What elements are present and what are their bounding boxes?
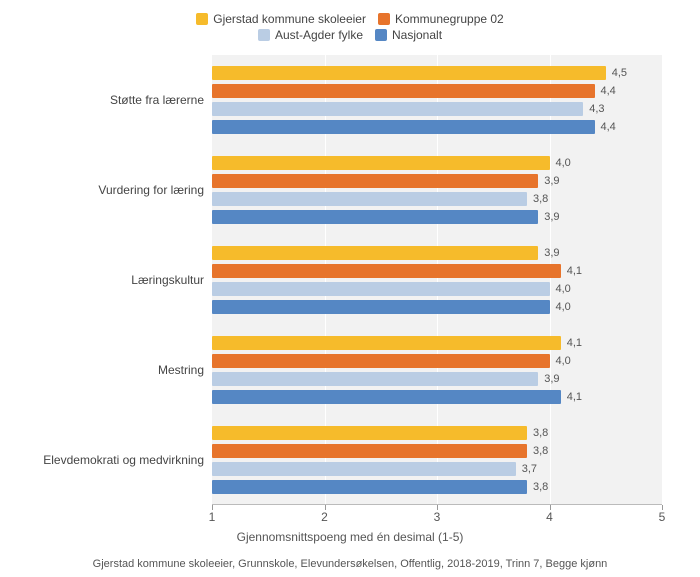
bar xyxy=(212,264,561,278)
legend: Gjerstad kommune skoleeier Kommunegruppe … xyxy=(0,12,700,44)
bar-value-label: 4,4 xyxy=(601,120,616,134)
category-label: Elevdemokrati og medvirkning xyxy=(43,453,204,467)
bar-value-label: 3,8 xyxy=(533,444,548,458)
bar-value-label: 3,8 xyxy=(533,480,548,494)
bar xyxy=(212,372,538,386)
bar-value-label: 4,0 xyxy=(556,282,571,296)
legend-label: Aust-Agder fylke xyxy=(275,28,363,42)
bar-value-label: 4,0 xyxy=(556,156,571,170)
x-tick-mark xyxy=(662,505,663,510)
x-tick-label: 2 xyxy=(321,510,328,524)
bar-value-label: 4,1 xyxy=(567,390,582,404)
x-tick-mark xyxy=(437,505,438,510)
legend-swatch xyxy=(375,29,387,41)
legend-swatch xyxy=(378,13,390,25)
category-label: Vurdering for læring xyxy=(98,183,204,197)
bar xyxy=(212,480,527,494)
chart-caption: Gjerstad kommune skoleeier, Grunnskole, … xyxy=(0,558,700,570)
x-tick-mark xyxy=(212,505,213,510)
legend-item: Nasjonalt xyxy=(375,28,442,42)
x-tick-label: 4 xyxy=(546,510,553,524)
bar xyxy=(212,462,516,476)
bar-value-label: 4,0 xyxy=(556,354,571,368)
x-tick-label: 3 xyxy=(434,510,441,524)
bar xyxy=(212,354,550,368)
bar xyxy=(212,336,561,350)
legend-item: Kommunegruppe 02 xyxy=(378,12,504,26)
legend-item: Gjerstad kommune skoleeier xyxy=(196,12,366,26)
legend-item: Aust-Agder fylke xyxy=(258,28,363,42)
bar-value-label: 3,9 xyxy=(544,372,559,386)
bar xyxy=(212,102,583,116)
bar xyxy=(212,66,606,80)
bar-value-label: 3,9 xyxy=(544,210,559,224)
bar xyxy=(212,246,538,260)
legend-label: Kommunegruppe 02 xyxy=(395,12,504,26)
bar xyxy=(212,282,550,296)
bar xyxy=(212,120,595,134)
x-tick-mark xyxy=(550,505,551,510)
bar xyxy=(212,390,561,404)
bar-value-label: 3,7 xyxy=(522,462,537,476)
bar-value-label: 4,4 xyxy=(601,84,616,98)
category-label: Mestring xyxy=(158,363,204,377)
bar-value-label: 3,9 xyxy=(544,174,559,188)
bar-value-label: 4,5 xyxy=(612,66,627,80)
plot-area: 4,5 4,4 4,3 4,4 4,0 3,9 3,8 3,9 3,9 4,1 4,0 4,0 4,1 4… xyxy=(212,55,662,505)
x-tick-label: 5 xyxy=(659,510,666,524)
bar-value-label: 4,0 xyxy=(556,300,571,314)
bar xyxy=(212,84,595,98)
bar xyxy=(212,426,527,440)
bar xyxy=(212,156,550,170)
category-label: Læringskultur xyxy=(131,273,204,287)
bar-value-label: 4,3 xyxy=(589,102,604,116)
x-axis-label: Gjennomsnittspoeng med én desimal (1-5) xyxy=(0,530,700,544)
legend-label: Nasjonalt xyxy=(392,28,442,42)
bar-value-label: 3,8 xyxy=(533,192,548,206)
legend-label: Gjerstad kommune skoleeier xyxy=(213,12,366,26)
bar-value-label: 3,9 xyxy=(544,246,559,260)
bar xyxy=(212,192,527,206)
bar-value-label: 4,1 xyxy=(567,264,582,278)
bar xyxy=(212,444,527,458)
chart-container: Gjerstad kommune skoleeier Kommunegruppe … xyxy=(0,0,700,577)
bar xyxy=(212,300,550,314)
x-tick-mark xyxy=(325,505,326,510)
legend-swatch xyxy=(258,29,270,41)
category-label: Støtte fra lærerne xyxy=(110,93,204,107)
bar-value-label: 4,1 xyxy=(567,336,582,350)
legend-swatch xyxy=(196,13,208,25)
bar xyxy=(212,210,538,224)
x-tick-label: 1 xyxy=(209,510,216,524)
bar xyxy=(212,174,538,188)
bar-value-label: 3,8 xyxy=(533,426,548,440)
